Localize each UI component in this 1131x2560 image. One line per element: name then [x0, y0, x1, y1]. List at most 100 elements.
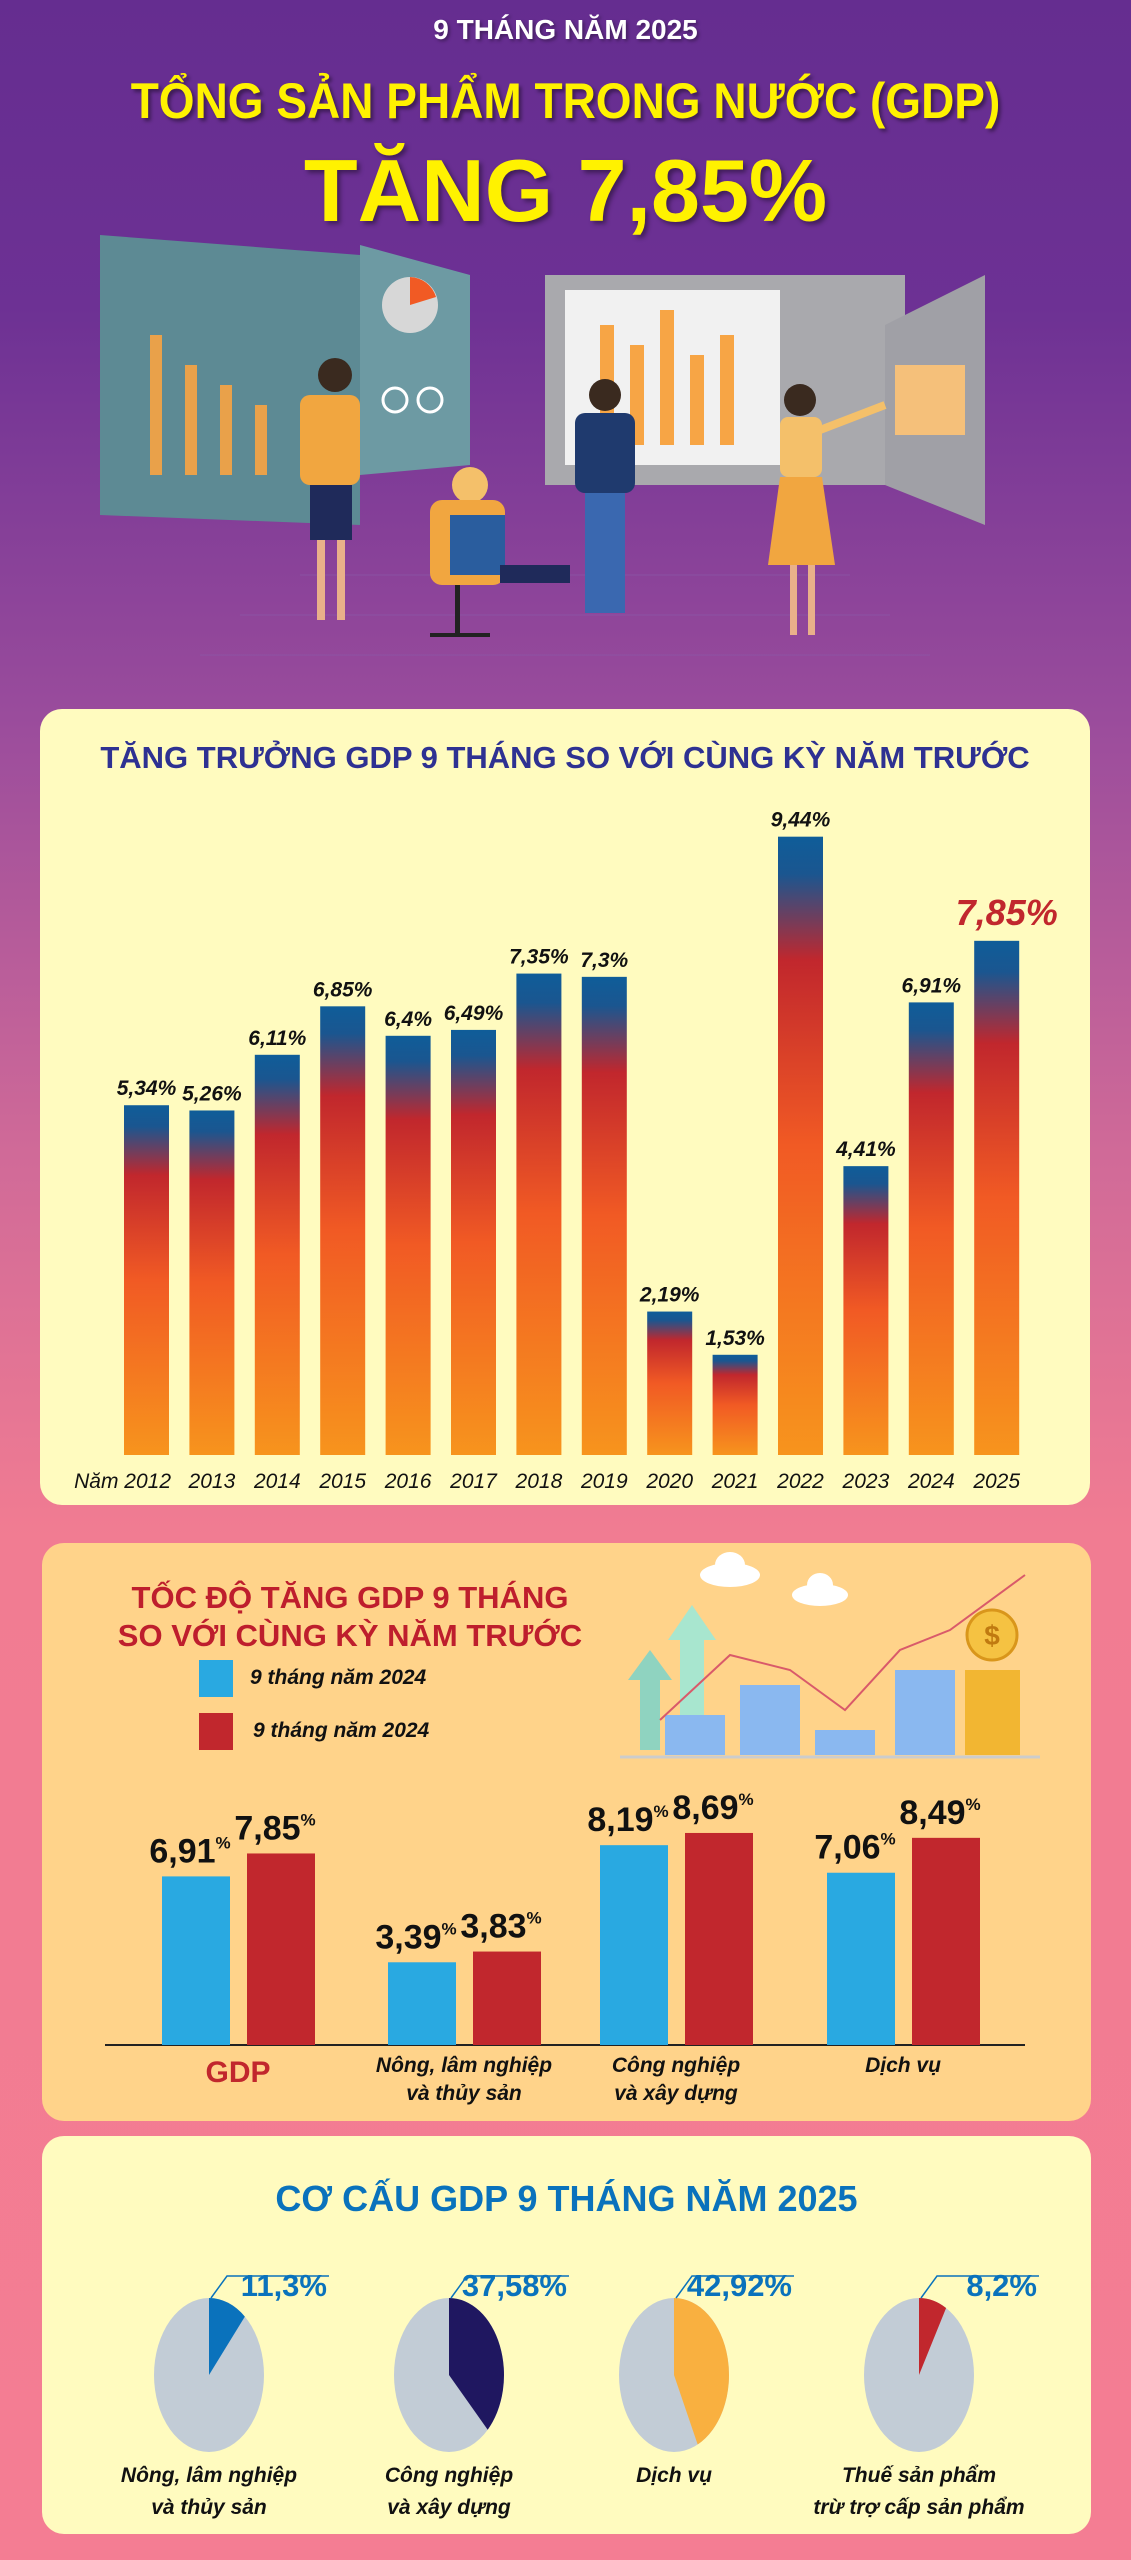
x-tick-label: 2024 — [907, 1470, 955, 1493]
pie-slice — [209, 2298, 245, 2375]
x-tick-label: 2013 — [188, 1470, 236, 1493]
bar-2019 — [581, 976, 627, 1455]
pie-category-label: và thủy sản — [151, 2496, 267, 2519]
x-tick-label: 2015 — [318, 1470, 366, 1493]
legend-label-2025: 9 tháng năm 2024 — [253, 1719, 430, 1742]
pie-category-label: Công nghiệp — [385, 2464, 513, 2487]
bar-2024 — [162, 1876, 230, 2045]
gdp-growth-bar-chart: 5,34% Năm 2012 5,26% 2013 6,11% 2014 6,85% 2015… — [74, 809, 1058, 1493]
bar-2017 — [451, 1029, 496, 1455]
pie-slice — [919, 2298, 947, 2375]
bar-value-label: 8,49% — [899, 1794, 980, 1832]
x-tick-label: 2018 — [515, 1470, 563, 1493]
header-title: TỔNG SẢN PHẨM TRONG NƯỚC (GDP) — [130, 73, 1001, 129]
bar-2024 — [908, 1002, 954, 1455]
person-man-standing — [575, 379, 635, 613]
leader-line — [675, 2275, 794, 2299]
pie-percent-label: 8,2% — [966, 2268, 1037, 2303]
x-tick-label: 2021 — [711, 1470, 759, 1493]
growth-stairs-illustration: $ — [620, 1552, 1040, 1759]
bar-2014 — [254, 1054, 300, 1455]
cloud-icon — [700, 1552, 848, 1606]
bar-2013 — [189, 1110, 235, 1455]
bar-value-label: 7,35% — [509, 946, 569, 969]
bar-2012 — [124, 1105, 169, 1455]
bar-2015 — [320, 1006, 366, 1455]
bar-icon-left — [150, 335, 267, 475]
business-dashboard-illustration — [100, 235, 985, 656]
category-label: Nông, lâm nghiệp — [376, 2054, 552, 2077]
x-tick-label: 2014 — [253, 1470, 301, 1493]
legend-swatch-2025 — [199, 1713, 233, 1750]
pie-category-label: trừ trợ cấp sản phẩm — [813, 2496, 1024, 2519]
category-label: và thủy sản — [406, 2082, 522, 2105]
category-label: Dịch vụ — [865, 2054, 941, 2077]
bar-2016 — [385, 1035, 431, 1455]
bar-value-label: 7,85% — [956, 892, 1058, 933]
bar-value-label: 4,41% — [835, 1138, 896, 1161]
x-tick-label: 2025 — [972, 1470, 1020, 1493]
bar-2025 — [685, 1832, 753, 2045]
bar-value-label: 7,06% — [814, 1829, 895, 1867]
bar-2025 — [247, 1853, 315, 2045]
x-tick-label: 2016 — [384, 1470, 432, 1493]
person-woman-presenting — [768, 384, 887, 635]
bar-value-label: 8,69% — [672, 1789, 753, 1827]
pie-slice — [674, 2298, 729, 2445]
pie-percent-label: 42,92% — [687, 2268, 792, 2303]
trend-line — [659, 1574, 1026, 1721]
pie-category-label: Dịch vụ — [636, 2464, 712, 2487]
bar-value-label: 2,19% — [639, 1284, 700, 1307]
category-label: GDP — [205, 2056, 270, 2089]
bar-value-label: 5,34% — [117, 1077, 177, 1100]
sector-growth-bar-chart: 6,91% 7,85% GDP 3,39% 3,83% Nông, lâm nghiệp v… — [105, 1789, 1025, 2105]
person-woman-left — [300, 358, 360, 620]
floor-grid — [200, 574, 930, 656]
pie-slice — [449, 2298, 504, 2430]
x-tick-label: 2022 — [776, 1470, 824, 1493]
x-tick-label: 2019 — [580, 1470, 628, 1493]
person-seated — [430, 467, 570, 637]
leader-line — [450, 2275, 569, 2299]
x-tick-label: 2020 — [645, 1470, 693, 1493]
bar-value-label: 6,91% — [149, 1832, 230, 1870]
bar-value-label: 7,85% — [234, 1809, 315, 1847]
bar-value-label: 8,19% — [587, 1801, 668, 1839]
bar-2025 — [974, 940, 1020, 1455]
arrow-up-icon — [628, 1650, 672, 1750]
coin-stack-icon: $ — [965, 1608, 1020, 1755]
bar-value-label: 1,53% — [705, 1327, 765, 1350]
x-tick-label: 2023 — [842, 1470, 890, 1493]
pie-category-label: và xây dựng — [387, 2496, 511, 2519]
bar-value-label: 7,3% — [580, 949, 628, 972]
bar-2025 — [912, 1837, 980, 2045]
pie-category-label: Thuế sản phẩm — [842, 2464, 996, 2487]
category-label: và xây dựng — [614, 2082, 738, 2105]
category-label: Công nghiệp — [612, 2054, 740, 2077]
bar-2022 — [778, 836, 823, 1455]
bar-2021 — [712, 1354, 758, 1455]
leader-line — [210, 2275, 329, 2299]
bar-2024 — [600, 1845, 668, 2045]
bar-2025 — [473, 1951, 541, 2045]
bar-value-label: 6,11% — [248, 1027, 306, 1050]
sector-growth-title-line1: TỐC ĐỘ TĂNG GDP 9 THÁNG — [131, 1580, 569, 1615]
bar-value-label: 6,49% — [444, 1002, 504, 1025]
bar-value-label: 5,26% — [182, 1082, 242, 1105]
x-tick-label: 2017 — [449, 1470, 498, 1493]
bar-value-label: 6,91% — [902, 974, 962, 997]
svg-text:$: $ — [984, 1620, 1000, 1651]
dashboard-panel-left — [100, 235, 360, 525]
bar-value-label: 6,85% — [313, 978, 373, 1001]
header-headline: TĂNG 7,85% — [303, 141, 828, 240]
gdp-growth-chart-title: TĂNG TRƯỞNG GDP 9 THÁNG SO VỚI CÙNG KỲ N… — [100, 740, 1030, 775]
x-tick-label: Năm 2012 — [74, 1470, 171, 1493]
pie-category-label: Nông, lâm nghiệp — [121, 2464, 297, 2487]
pie-percent-label: 37,58% — [462, 2268, 567, 2303]
bar-2023 — [843, 1166, 889, 1455]
bar-2024 — [388, 1962, 456, 2045]
sector-growth-title-line2: SO VỚI CÙNG KỲ NĂM TRƯỚC — [117, 1618, 583, 1653]
bar-2018 — [516, 973, 562, 1455]
bar-value-label: 9,44% — [771, 809, 831, 832]
